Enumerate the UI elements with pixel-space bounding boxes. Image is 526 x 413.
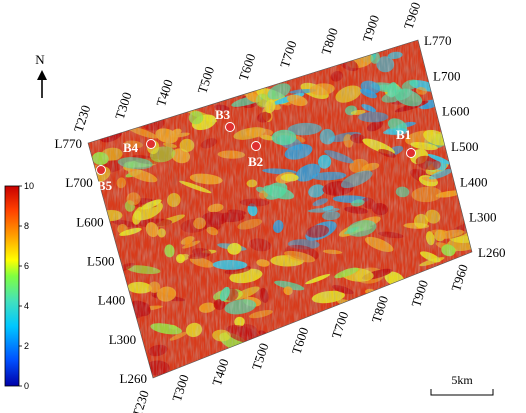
scale-bar-line	[430, 389, 494, 396]
line-labels-right: L770 L700 L600 L500 L400 L300 L260	[424, 33, 505, 260]
well-marker-icon	[251, 141, 261, 151]
trace-label: T230	[71, 103, 94, 134]
trace-label: T600	[289, 325, 312, 356]
line-label: L600	[442, 104, 469, 119]
colorbar: 0 2 4 6 8 10	[4, 181, 34, 391]
line-label: L770	[55, 136, 82, 151]
wells: B1 B2 B3 B4 B5	[96, 107, 416, 193]
well-marker-icon	[225, 122, 235, 132]
line-label: L770	[424, 33, 451, 48]
trace-label: T230	[129, 388, 152, 413]
trace-label: T300	[112, 90, 135, 121]
trace-label: T500	[249, 341, 272, 372]
trace-label: T960	[401, 0, 424, 31]
well-marker-icon	[406, 148, 416, 158]
survey-area	[87, 39, 473, 379]
line-label: L300	[109, 332, 136, 347]
trace-label: T900	[408, 278, 431, 309]
north-arrow: N	[35, 52, 47, 98]
line-label: L600	[76, 214, 103, 229]
trace-label: T800	[318, 26, 341, 57]
line-label: L700	[433, 68, 460, 83]
trace-label: T400	[153, 77, 176, 108]
well-b5: B5	[96, 165, 113, 193]
line-label: L260	[478, 245, 505, 260]
line-label: L400	[98, 293, 125, 308]
trace-label: T900	[359, 13, 382, 44]
line-label: L500	[451, 139, 478, 154]
colorbar-tick-label: 10	[24, 181, 34, 191]
colorbar-tick-label: 2	[24, 341, 29, 351]
line-label: L260	[120, 371, 147, 386]
colorbar-ticks: 0 2 4 6 8 10	[19, 181, 34, 391]
colorbar-tick-label: 0	[24, 381, 29, 391]
line-label: L400	[460, 174, 487, 189]
well-b4: B4	[123, 139, 156, 155]
trace-label: T600	[236, 52, 259, 83]
well-b2: B2	[248, 141, 263, 169]
well-label: B3	[215, 107, 231, 122]
scale-bar: 5km	[430, 373, 494, 396]
line-label: L700	[65, 175, 92, 190]
line-labels-left: L770 L700 L600 L500 L400 L300 L260	[55, 136, 147, 386]
texture-overlay	[88, 40, 472, 378]
well-label: B1	[396, 127, 411, 142]
well-b1: B1	[396, 127, 416, 158]
trace-label: T400	[209, 357, 232, 388]
trace-label: T800	[368, 294, 391, 325]
scale-bar-label: 5km	[451, 373, 473, 387]
colorbar-tick-label: 6	[24, 261, 29, 271]
trace-label: T960	[448, 262, 471, 293]
well-marker-icon	[146, 139, 156, 149]
trace-label: T300	[169, 373, 192, 404]
trace-label: T700	[329, 310, 352, 341]
well-label: B4	[123, 140, 139, 155]
colorbar-tick-label: 4	[24, 301, 29, 311]
well-label: B2	[248, 154, 263, 169]
well-marker-icon	[96, 165, 106, 175]
trace-label: T700	[277, 39, 300, 70]
line-label: L300	[469, 210, 496, 225]
north-arrowhead-icon	[37, 70, 47, 80]
trace-label: T500	[194, 65, 217, 96]
line-label: L500	[87, 254, 114, 269]
well-b3: B3	[215, 107, 235, 132]
trace-labels-top: T230 T300 T400 T500 T600 T700 T800 T900 T960	[71, 0, 424, 134]
colorbar-tick-label: 8	[24, 221, 29, 231]
well-label: B5	[97, 178, 113, 193]
colorbar-ramp	[4, 185, 20, 387]
survey-outline	[87, 39, 473, 379]
north-label: N	[35, 52, 45, 67]
